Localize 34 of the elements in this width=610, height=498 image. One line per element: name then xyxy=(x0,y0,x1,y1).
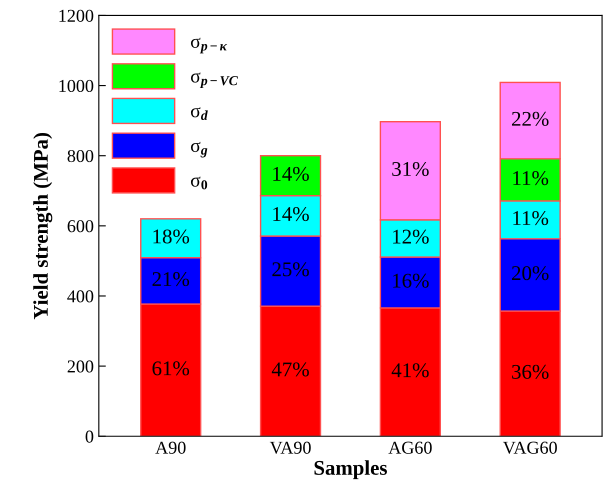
annotation: 11% xyxy=(513,171,548,186)
annotation: 11% xyxy=(513,211,548,226)
x-axis-title: Samples xyxy=(314,460,387,480)
x-tick-label: A90 xyxy=(155,442,186,454)
y-tick-label: 400 xyxy=(67,290,94,302)
annotation: 21% xyxy=(152,272,190,286)
legend-label: σ$_{p−κ}$ xyxy=(190,38,228,54)
annotation: 25% xyxy=(272,262,309,276)
annotation: 12% xyxy=(393,230,429,244)
annotation: 22% xyxy=(512,112,549,126)
legend-label: σ$_{g}$ xyxy=(190,142,208,158)
annotation: 20% xyxy=(512,266,549,280)
y-tick-label: 1000 xyxy=(59,80,94,92)
legend-label: σ$_{d}$ xyxy=(190,107,208,120)
annotation: 61% xyxy=(152,361,190,376)
annotation: 41% xyxy=(392,363,429,378)
y-tick-label: 200 xyxy=(68,360,94,373)
y-tick-label: 0 xyxy=(86,430,94,443)
annotation: 14% xyxy=(273,166,309,181)
legend-label: σ$_{0}$ xyxy=(190,176,208,190)
y-tick-label: 1200 xyxy=(59,10,94,22)
annotation: 18% xyxy=(153,229,190,244)
y-axis-title: Yield strength (MPa) xyxy=(33,133,52,320)
annotation: 16% xyxy=(393,274,429,288)
x-tick-label: VA90 xyxy=(270,442,311,454)
x-tick-label: VAG60 xyxy=(502,442,557,454)
annotation: 36% xyxy=(512,364,549,379)
annotation: 47% xyxy=(272,362,309,376)
annotation: 31% xyxy=(392,162,429,176)
x-tick-label: AG60 xyxy=(388,442,432,454)
y-tick-label: 800 xyxy=(68,150,94,162)
legend-label: σ$_{p−VC}$ xyxy=(190,72,238,88)
annotation: 14% xyxy=(273,207,309,222)
y-tick-label: 600 xyxy=(68,220,94,232)
